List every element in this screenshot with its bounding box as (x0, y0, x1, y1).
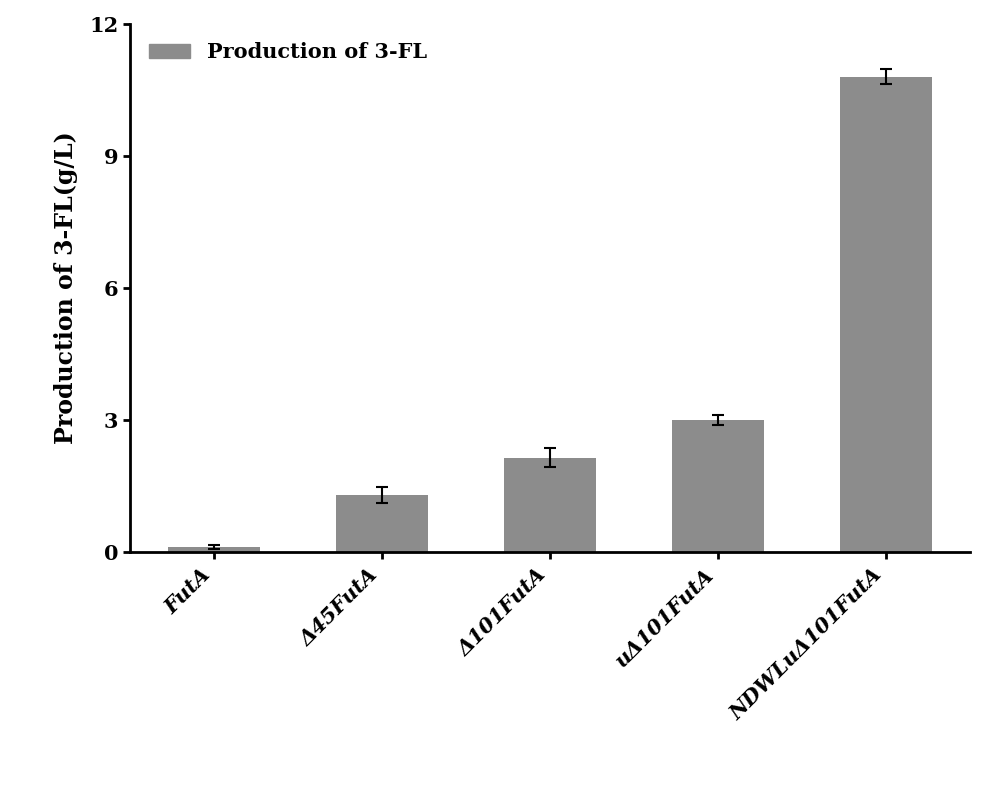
Bar (336, 495, 428, 552)
Bar (504, 458, 596, 552)
Bar (840, 77, 932, 552)
Y-axis label: Production of 3-FL(g/L): Production of 3-FL(g/L) (54, 132, 78, 444)
Legend: Production of 3-FL: Production of 3-FL (140, 34, 436, 71)
Bar (672, 420, 764, 552)
Bar (168, 547, 260, 552)
